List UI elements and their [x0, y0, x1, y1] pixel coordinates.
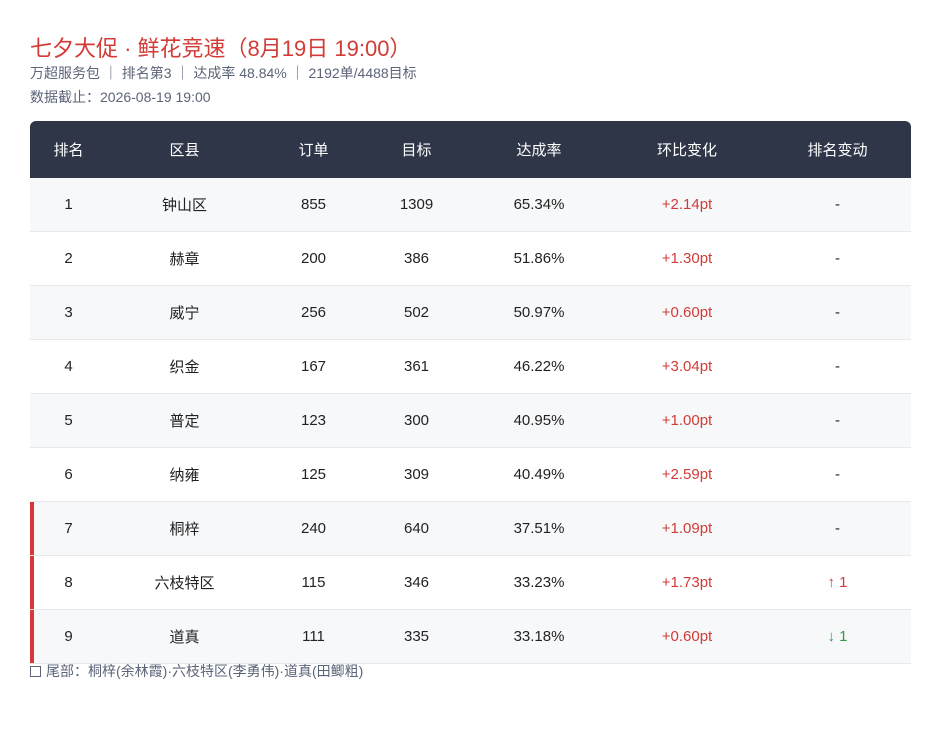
table-cell: 361 [365, 339, 468, 394]
updated-time: 数据截止：2026-08-19 19:00 [30, 89, 211, 105]
table-cell: - [764, 393, 911, 448]
table-cell: 115 [262, 555, 365, 610]
table-row: 2 赫章 200 386 51.86% +1.30pt - [30, 231, 911, 286]
table-cell: +2.14pt [610, 178, 764, 232]
column-header: 排名变动 [764, 121, 911, 178]
table-cell: 8 [30, 555, 107, 610]
table-cell: 111 [262, 609, 365, 664]
table-cell: 167 [262, 339, 365, 394]
table-cell: +1.09pt [610, 501, 764, 556]
table-cell: - [764, 285, 911, 340]
table-cell: 200 [262, 231, 365, 286]
table-cell: 4 [30, 339, 107, 394]
table-row: 6 纳雍 125 309 40.49% +2.59pt - [30, 447, 911, 502]
table-cell: +2.59pt [610, 447, 764, 502]
table-body: 1 钟山区 855 1309 65.34% +2.14pt -2 赫章 200 386 51.86%… [30, 178, 911, 664]
header-row: 排名 区县 订单 目标 达成率 环比变化 排名变动 [30, 121, 911, 178]
table-cell: 威宁 [107, 285, 262, 340]
table-cell: 240 [262, 501, 365, 556]
table-cell: 40.95% [468, 393, 610, 448]
subtitle: 万超服务包 ｜ 排名第3 ｜ 达成率 48.84% ｜ 2192单/4488目标 [30, 65, 417, 81]
table-cell: 6 [30, 447, 107, 502]
table-cell: 50.97% [468, 285, 610, 340]
column-header: 订单 [262, 121, 365, 178]
table-cell: 33.23% [468, 555, 610, 610]
title: 七夕大促 · 鲜花竞速（8月19日 19:00） [30, 36, 412, 61]
table-cell: - [764, 339, 911, 394]
table-row: 9 道真 111 335 33.18% +0.60pt ↓ 1 [30, 609, 911, 664]
table-cell: 855 [262, 178, 365, 232]
table-cell: 40.49% [468, 447, 610, 502]
table-cell: 9 [30, 609, 107, 664]
table-cell: - [764, 178, 911, 232]
table-cell: - [764, 447, 911, 502]
table-cell: 1 [30, 178, 107, 232]
table-cell: +1.30pt [610, 231, 764, 286]
footer-icon [30, 665, 41, 677]
table-cell: 道真 [107, 609, 262, 664]
column-header: 目标 [365, 121, 468, 178]
table-row: 5 普定 123 300 40.95% +1.00pt - [30, 393, 911, 448]
column-header: 达成率 [468, 121, 610, 178]
table-cell: 346 [365, 555, 468, 610]
table-cell: 1309 [365, 178, 468, 232]
table-cell: 普定 [107, 393, 262, 448]
table-row: 1 钟山区 855 1309 65.34% +2.14pt - [30, 178, 911, 232]
table-cell: 33.18% [468, 609, 610, 664]
table-cell: +3.04pt [610, 339, 764, 394]
table-cell: 5 [30, 393, 107, 448]
column-header: 环比变化 [610, 121, 764, 178]
table-cell: 46.22% [468, 339, 610, 394]
footer: 尾部：桐梓(余林霞)·六枝特区(李勇伟)·道真(田鲫粗) [30, 661, 363, 681]
table-cell: 309 [365, 447, 468, 502]
table-cell: 纳雍 [107, 447, 262, 502]
table-cell: 3 [30, 285, 107, 340]
table-row: 8 六枝特区 115 346 33.23% +1.73pt ↑ 1 [30, 555, 911, 610]
table-cell: 7 [30, 501, 107, 556]
table-cell: +0.60pt [610, 285, 764, 340]
table-cell: 桐梓 [107, 501, 262, 556]
table-cell: 256 [262, 285, 365, 340]
table-row: 4 织金 167 361 46.22% +3.04pt - [30, 339, 911, 394]
table-cell: 51.86% [468, 231, 610, 286]
table-cell: 2 [30, 231, 107, 286]
column-header: 区县 [107, 121, 262, 178]
table-cell: 钟山区 [107, 178, 262, 232]
table-cell: +0.60pt [610, 609, 764, 664]
table-cell: 640 [365, 501, 468, 556]
table-row: 7 桐梓 240 640 37.51% +1.09pt - [30, 501, 911, 556]
table-cell: 织金 [107, 339, 262, 394]
table-cell: +1.73pt [610, 555, 764, 610]
table-cell: 六枝特区 [107, 555, 262, 610]
table-cell: 125 [262, 447, 365, 502]
table-head: 排名 区县 订单 目标 达成率 环比变化 排名变动 [30, 121, 911, 178]
table-cell: 386 [365, 231, 468, 286]
table-cell: +1.00pt [610, 393, 764, 448]
table-cell: 502 [365, 285, 468, 340]
table-cell: 300 [365, 393, 468, 448]
table-cell: - [764, 501, 911, 556]
table-cell: 赫章 [107, 231, 262, 286]
table-cell: 335 [365, 609, 468, 664]
ranking-table: 排名 区县 订单 目标 达成率 环比变化 排名变动 1 钟山区 855 1309 65.34% +2.… [30, 121, 911, 664]
table-cell: - [764, 231, 911, 286]
column-header: 排名 [30, 121, 107, 178]
table-cell: 37.51% [468, 501, 610, 556]
table-cell: 65.34% [468, 178, 610, 232]
table-cell: ↓ 1 [764, 609, 911, 664]
table-row: 3 威宁 256 502 50.97% +0.60pt - [30, 285, 911, 340]
table-cell: 123 [262, 393, 365, 448]
table-cell: ↑ 1 [764, 555, 911, 610]
footer-note: 尾部：桐梓(余林霞)·六枝特区(李勇伟)·道真(田鲫粗) [46, 663, 364, 679]
